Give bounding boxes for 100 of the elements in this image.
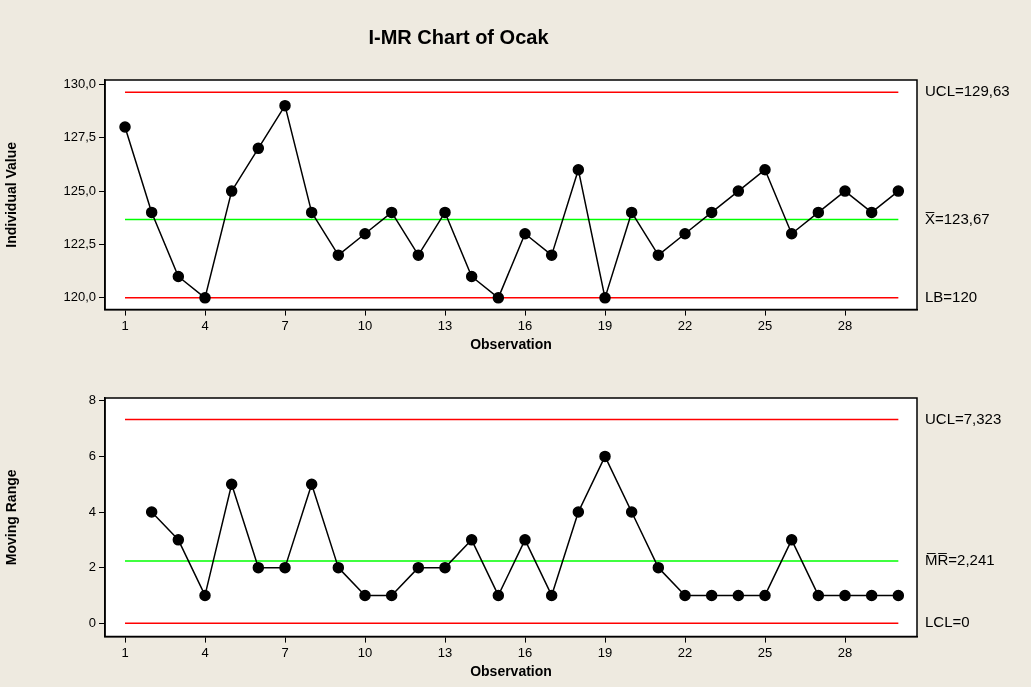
x-tick-label: 22 [677, 644, 693, 660]
x-tick-label: 22 [677, 317, 693, 333]
point [865, 206, 878, 219]
point [599, 292, 611, 304]
point [305, 206, 318, 219]
point [572, 163, 585, 176]
point [705, 206, 718, 219]
y-tick-label: 120,0 [63, 289, 96, 305]
point [305, 478, 318, 490]
point [465, 534, 478, 546]
x-tick-label: 13 [437, 317, 453, 333]
point [225, 478, 238, 490]
point [199, 589, 211, 602]
chart-title: I-MR Chart of Ocak [368, 25, 550, 48]
point [492, 589, 505, 602]
point [359, 589, 371, 602]
x-axis-title: Observation [470, 663, 552, 680]
x-tick-label: 16 [517, 644, 533, 660]
point [839, 589, 851, 602]
point [732, 185, 745, 197]
point [385, 206, 398, 219]
point [119, 121, 131, 133]
point [759, 589, 771, 602]
y-tick-label: 8 [88, 392, 96, 408]
point [679, 228, 691, 240]
point [279, 561, 291, 574]
ref-line-label: LB=120 [925, 287, 978, 305]
point [332, 561, 345, 574]
point [439, 561, 451, 574]
point [412, 249, 425, 261]
point [679, 589, 691, 602]
point [785, 228, 798, 240]
point [545, 249, 558, 261]
point [759, 163, 771, 176]
point [385, 589, 398, 602]
y-tick-label: 125,0 [63, 182, 96, 198]
point [519, 534, 531, 546]
point [465, 270, 478, 283]
ref-line-label: LCL=0 [925, 613, 970, 631]
y-tick-label: 2 [88, 559, 96, 575]
point [252, 142, 265, 155]
x-tick-label: 10 [357, 644, 373, 660]
point [625, 206, 638, 219]
x-tick-label: 4 [201, 644, 209, 660]
point [145, 206, 158, 219]
ref-line-label: X̅=123,67 [924, 209, 990, 227]
point [732, 589, 745, 602]
x-tick-label: 19 [597, 317, 613, 333]
x-tick-label: 28 [837, 317, 853, 333]
x-tick-label: 10 [357, 317, 373, 333]
point [839, 185, 851, 197]
ref-line-label: UCL=129,63 [925, 82, 1010, 100]
point [359, 228, 371, 240]
ref-line-label: UCL=7,323 [925, 409, 1002, 427]
y-tick-label: 0 [88, 614, 96, 630]
point [519, 228, 531, 240]
y-axis-title: Individual Value [3, 141, 20, 248]
point [252, 561, 265, 574]
point [892, 589, 905, 602]
point [279, 99, 291, 112]
x-tick-label: 7 [281, 644, 289, 660]
x-tick-label: 16 [517, 317, 533, 333]
x-axis-title: Observation [470, 336, 552, 353]
point [145, 506, 158, 518]
point [332, 249, 345, 261]
point [172, 534, 185, 546]
x-tick-label: 1 [121, 317, 129, 333]
x-tick-label: 7 [281, 317, 289, 333]
y-tick-label: 122,5 [63, 236, 96, 252]
y-tick-label: 130,0 [63, 75, 96, 91]
x-tick-label: 19 [597, 644, 613, 660]
point [892, 185, 905, 197]
x-tick-label: 4 [201, 317, 209, 333]
y-tick-label: 4 [88, 503, 96, 519]
point [199, 292, 211, 304]
y-tick-label: 6 [88, 447, 96, 463]
point [812, 206, 825, 219]
point [492, 292, 505, 304]
point [812, 589, 825, 602]
point [599, 450, 611, 463]
point [652, 561, 665, 574]
y-tick-label: 127,5 [63, 129, 96, 145]
point [412, 561, 425, 574]
ref-line-label: M̅R̅=2,241 [925, 551, 995, 569]
point [785, 534, 798, 546]
point [572, 506, 585, 518]
y-axis-title: Moving Range [3, 469, 20, 566]
point [625, 506, 638, 518]
x-tick-label: 1 [121, 644, 129, 660]
point [439, 206, 451, 219]
point [172, 270, 185, 283]
x-tick-label: 25 [757, 644, 773, 660]
point [545, 589, 558, 602]
x-tick-label: 13 [437, 644, 453, 660]
point [652, 249, 665, 261]
point [225, 185, 238, 197]
x-tick-label: 28 [837, 644, 853, 660]
x-tick-label: 25 [757, 317, 773, 333]
point [865, 589, 878, 602]
point [705, 589, 718, 602]
